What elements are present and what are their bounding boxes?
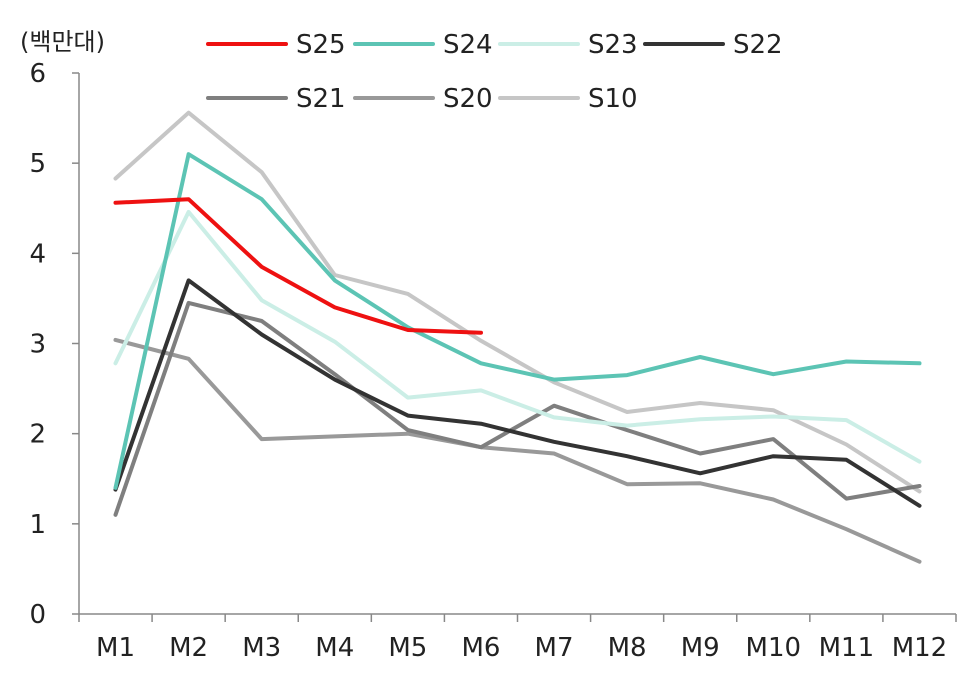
legend: S25 S24 S23 S22 S21 S20 S10 bbox=[206, 30, 783, 114]
x-tick-label: M7 bbox=[535, 633, 574, 663]
legend-label-s25: S25 bbox=[296, 30, 346, 60]
x-ticks: M1 M2 M3 M4 M5 M6 M7 M8 M9 M10 M11 M12 bbox=[78, 614, 957, 663]
y-tick-label: 3 bbox=[29, 330, 46, 360]
legend-label-s20: S20 bbox=[443, 84, 493, 114]
x-tick-label: M11 bbox=[819, 633, 875, 663]
y-ticks: 0 1 2 3 4 5 6 bbox=[29, 59, 79, 630]
x-tick-label: M10 bbox=[746, 633, 802, 663]
axes bbox=[78, 73, 956, 615]
x-tick-label: M4 bbox=[315, 633, 354, 663]
series-line-s21 bbox=[113, 300, 922, 517]
series-lines bbox=[113, 110, 922, 564]
legend-label-s23: S23 bbox=[588, 30, 638, 60]
y-tick-label: 0 bbox=[29, 600, 46, 630]
series-line-s24 bbox=[113, 152, 922, 490]
y-tick-label: 5 bbox=[29, 149, 46, 179]
x-tick-label: M8 bbox=[608, 633, 647, 663]
series-line-s20 bbox=[113, 337, 922, 564]
series-line-s25 bbox=[113, 197, 483, 335]
x-tick-label: M12 bbox=[892, 633, 948, 663]
x-tick-label: M2 bbox=[169, 633, 208, 663]
legend-label-s10: S10 bbox=[588, 84, 638, 114]
y-tick-label: 1 bbox=[29, 510, 46, 540]
x-tick-label: M6 bbox=[461, 633, 500, 663]
legend-label-s24: S24 bbox=[443, 30, 493, 60]
x-tick-label: M1 bbox=[96, 633, 135, 663]
series-line-s23 bbox=[113, 209, 922, 464]
y-axis-unit-label: (백만대) bbox=[20, 28, 105, 56]
y-tick-label: 2 bbox=[29, 420, 46, 450]
legend-label-s22: S22 bbox=[733, 30, 783, 60]
x-tick-label: M5 bbox=[388, 633, 427, 663]
legend-label-s21: S21 bbox=[296, 84, 346, 114]
x-tick-label: M9 bbox=[681, 633, 720, 663]
y-tick-label: 6 bbox=[29, 59, 46, 89]
series-line-s22 bbox=[113, 278, 922, 508]
x-tick-label: M3 bbox=[242, 633, 281, 663]
y-tick-label: 4 bbox=[29, 239, 46, 269]
